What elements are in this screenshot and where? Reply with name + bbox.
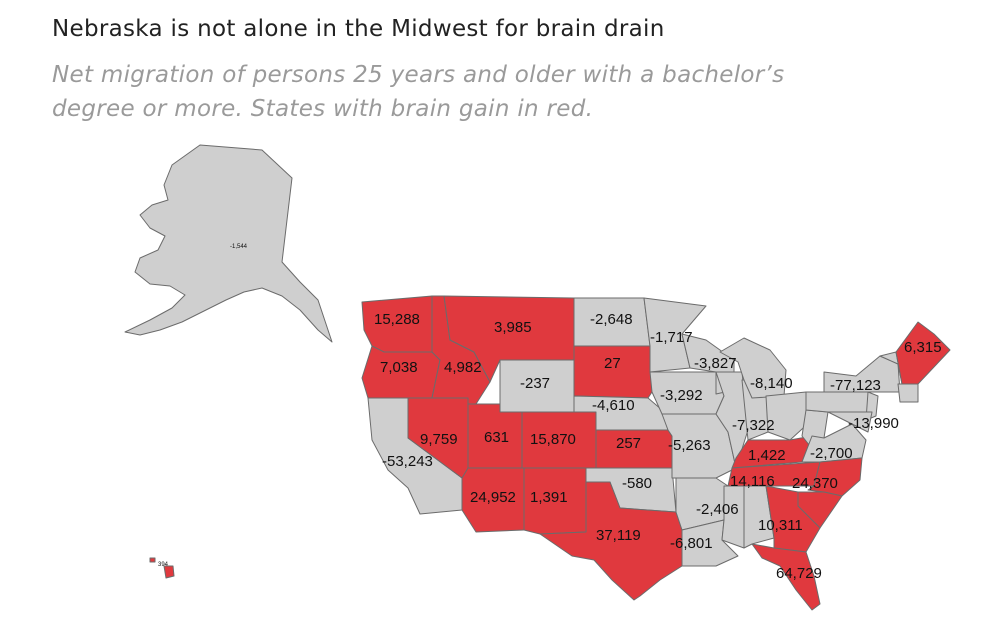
label-MT: 3,985 — [494, 319, 532, 336]
map-title: Nebraska is not alone in the Midwest for… — [52, 16, 665, 42]
state-NY — [823, 355, 901, 393]
state-value-labels: 15,288 7,038 4,982 3,985 -237 9,759 631 … — [158, 244, 942, 582]
label-ID: 4,982 — [444, 359, 482, 376]
label-MO: -5,263 — [668, 437, 711, 454]
label-OH: -7,322 — [732, 417, 775, 434]
label-VA: -2,700 — [810, 445, 853, 462]
state-HI — [163, 565, 175, 579]
label-TN: 14,116 — [730, 473, 775, 490]
state-GA — [765, 485, 821, 553]
label-AZ: 24,952 — [470, 489, 516, 506]
label-IA: -3,292 — [660, 387, 703, 404]
label-ND: -2,648 — [590, 311, 633, 328]
label-WY: -237 — [520, 375, 550, 392]
state-HI-islet — [149, 557, 156, 563]
label-SC: 10,311 — [758, 517, 803, 534]
label-MN: -1,717 — [650, 329, 693, 346]
label-MI: -8,140 — [750, 375, 793, 392]
label-HI: 394 — [158, 562, 169, 568]
label-OK: -580 — [622, 475, 652, 492]
label-AK: -1,544 — [230, 244, 248, 250]
map-subtitle: Net migration of persons 25 years and ol… — [52, 58, 872, 126]
label-NY: -77,123 — [830, 377, 881, 394]
state-VA — [801, 423, 867, 463]
label-NE: -4,610 — [592, 397, 635, 414]
label-WI: -3,827 — [694, 355, 737, 372]
label-OR: 7,038 — [380, 359, 418, 376]
label-NM: 1,391 — [530, 489, 568, 506]
label-SD: 27 — [604, 355, 621, 372]
label-ME: 6,315 — [904, 339, 942, 356]
label-LA: -6,801 — [670, 535, 713, 552]
state-AK — [124, 144, 333, 343]
label-UT: 631 — [484, 429, 509, 446]
label-CA: -53,243 — [382, 453, 433, 470]
state-PA — [805, 391, 873, 413]
state-MD-DE — [827, 411, 873, 433]
label-TX: 37,119 — [596, 527, 641, 544]
label-KY: 1,422 — [748, 447, 786, 464]
label-AR: -2,406 — [696, 501, 739, 518]
label-NC: 24,370 — [792, 475, 838, 492]
label-KS: 257 — [616, 435, 641, 452]
label-CO: 15,870 — [530, 431, 576, 448]
subtitle-line-1: Net migration of persons 25 years and ol… — [52, 62, 785, 88]
label-FL: 64,729 — [776, 565, 822, 582]
state-FL — [751, 543, 821, 611]
subtitle-line-2: degree or more. States with brain gain i… — [52, 96, 594, 122]
state-TX — [539, 481, 683, 601]
label-NV: 9,759 — [420, 431, 458, 448]
state-ME — [895, 321, 951, 385]
label-NJ: -13,990 — [848, 415, 899, 432]
state-SD — [573, 345, 653, 399]
state-OH — [765, 391, 813, 441]
state-MA-CT-RI — [897, 383, 919, 403]
label-WA: 15,288 — [374, 311, 420, 328]
